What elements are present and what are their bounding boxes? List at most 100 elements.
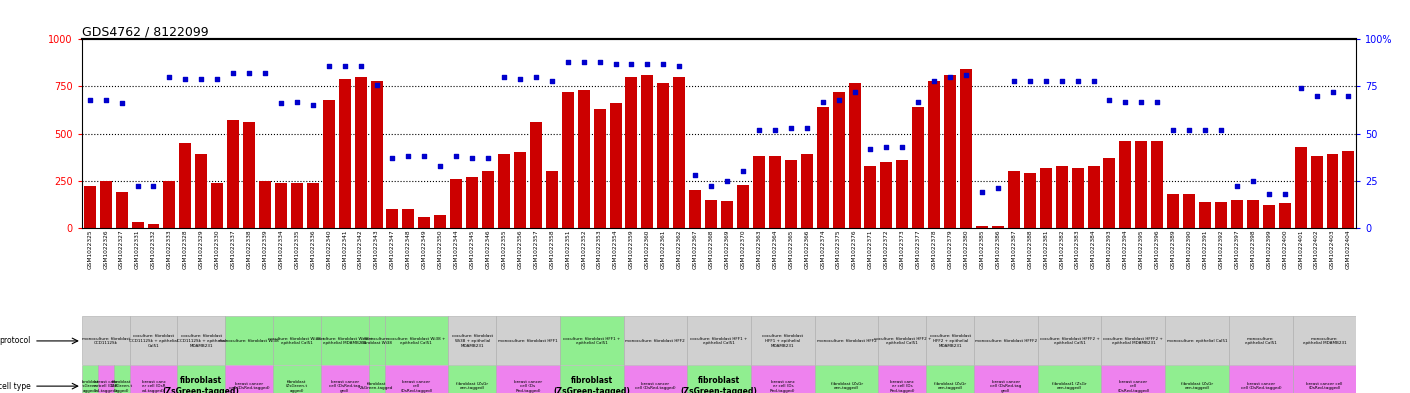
Text: GSM1022357: GSM1022357 — [533, 230, 539, 269]
Text: fibroblast (ZsGr
een-tagged): fibroblast (ZsGr een-tagged) — [1182, 382, 1213, 390]
Text: GSM1022338: GSM1022338 — [247, 230, 251, 269]
Bar — [976, 226, 988, 228]
Text: GSM1022371: GSM1022371 — [869, 230, 873, 269]
Point — [795, 125, 818, 131]
Text: coculture: fibroblast HFFF2 +
epithelial MDAMB231: coculture: fibroblast HFFF2 + epithelial… — [1104, 337, 1163, 345]
Text: GSM1022333: GSM1022333 — [166, 230, 172, 269]
Bar — [1101, 365, 1165, 393]
Bar — [1039, 167, 1052, 228]
Bar — [815, 316, 878, 365]
Point — [1210, 127, 1232, 133]
Bar — [448, 365, 496, 393]
Bar — [974, 365, 1038, 393]
Point — [1162, 127, 1184, 133]
Bar — [116, 192, 127, 228]
Bar — [1246, 200, 1259, 228]
Bar — [1279, 204, 1290, 228]
Point — [811, 98, 833, 105]
Text: breast cancer
cell (DsRed-tag
ged): breast cancer cell (DsRed-tag ged) — [329, 380, 361, 393]
Text: breast cancer cell
(DsRed-tagged): breast cancer cell (DsRed-tagged) — [1307, 382, 1342, 390]
Bar — [131, 222, 144, 228]
Bar — [402, 209, 415, 228]
Text: GSM1022381: GSM1022381 — [1043, 230, 1048, 269]
Text: breast cancer
cell (DsRed-tag
ged): breast cancer cell (DsRed-tag ged) — [990, 380, 1021, 393]
Point — [350, 62, 372, 69]
Bar — [785, 160, 797, 228]
Bar — [515, 152, 526, 228]
Text: GSM1022389: GSM1022389 — [1170, 230, 1176, 269]
Text: fibroblast
ZsGreen-tagged: fibroblast ZsGreen-tagged — [360, 382, 393, 390]
Bar — [321, 365, 368, 393]
Text: breast cancer
cell (DsRed-tagged): breast cancer cell (DsRed-tagged) — [228, 382, 269, 390]
Point — [381, 155, 403, 161]
Point — [1129, 98, 1152, 105]
Text: GSM1022402: GSM1022402 — [1314, 230, 1320, 269]
Point — [1194, 127, 1217, 133]
Bar — [274, 365, 321, 393]
Bar — [993, 226, 1004, 228]
Text: monoculture: fibroblast Wi38: monoculture: fibroblast Wi38 — [219, 339, 279, 343]
Bar — [752, 316, 815, 365]
Point — [859, 145, 881, 152]
Text: GSM1022360: GSM1022360 — [644, 230, 650, 269]
Point — [876, 144, 898, 150]
Text: GSM1022379: GSM1022379 — [948, 230, 953, 269]
Point — [238, 70, 261, 76]
Text: GSM1022358: GSM1022358 — [550, 230, 554, 269]
Point — [891, 144, 914, 150]
Bar — [1294, 147, 1307, 228]
Point — [1258, 191, 1280, 197]
Text: monoculture:
epithelial Cal51: monoculture: epithelial Cal51 — [1245, 337, 1276, 345]
Text: GSM1022325: GSM1022325 — [87, 230, 92, 269]
Bar — [815, 365, 878, 393]
Bar — [97, 365, 114, 393]
Text: GSM1022378: GSM1022378 — [932, 230, 936, 269]
Bar — [368, 365, 385, 393]
Point — [317, 62, 340, 69]
Text: GSM1022394: GSM1022394 — [1122, 230, 1128, 269]
Text: breast canc
er cell (DsR
ed-tagged): breast canc er cell (DsR ed-tagged) — [93, 380, 117, 393]
Bar — [179, 143, 192, 228]
Bar — [626, 77, 637, 228]
Bar — [467, 177, 478, 228]
Text: GSM1022361: GSM1022361 — [661, 230, 666, 269]
Point — [1035, 78, 1058, 84]
Text: GSM1022353: GSM1022353 — [596, 230, 602, 269]
Text: GSM1022370: GSM1022370 — [740, 230, 746, 269]
Bar — [148, 224, 159, 228]
Text: coculture: fibroblast
HFF2 + epithelial
MDAMB231: coculture: fibroblast HFF2 + epithelial … — [929, 334, 970, 347]
Point — [254, 70, 276, 76]
Text: GSM1022330: GSM1022330 — [214, 230, 220, 269]
Text: GSM1022331: GSM1022331 — [135, 230, 140, 269]
Text: GSM1022387: GSM1022387 — [1011, 230, 1017, 269]
Bar — [864, 166, 877, 228]
Bar — [926, 316, 974, 365]
Point — [173, 76, 196, 82]
Point — [684, 172, 706, 178]
Bar — [355, 77, 367, 228]
Bar — [623, 316, 687, 365]
Bar — [482, 171, 493, 228]
Text: coculture: fibroblast HFF1 +
epithelial Cal51: coculture: fibroblast HFF1 + epithelial … — [691, 337, 747, 345]
Point — [1114, 98, 1136, 105]
Text: GSM1022346: GSM1022346 — [485, 230, 491, 269]
Text: GSM1022367: GSM1022367 — [692, 230, 698, 269]
Bar — [689, 190, 701, 228]
Text: coculture: fibroblast
CCD1112Sk + epithelial
Cal51: coculture: fibroblast CCD1112Sk + epithe… — [130, 334, 178, 347]
Bar — [290, 183, 303, 228]
Bar — [1230, 316, 1293, 365]
Text: GSM1022374: GSM1022374 — [821, 230, 825, 269]
Bar — [816, 107, 829, 228]
Bar — [1072, 167, 1083, 228]
Bar — [259, 181, 271, 228]
Point — [429, 163, 451, 169]
Bar — [657, 83, 670, 228]
Point — [206, 76, 228, 82]
Point — [987, 185, 1010, 191]
Point — [1146, 98, 1169, 105]
Point — [1225, 183, 1248, 189]
Text: GSM1022332: GSM1022332 — [151, 230, 157, 269]
Text: coculture: fibroblast Wi38 +
epithelial MDAMB231: coculture: fibroblast Wi38 + epithelial … — [316, 337, 374, 345]
Bar — [687, 365, 752, 393]
Point — [221, 70, 244, 76]
